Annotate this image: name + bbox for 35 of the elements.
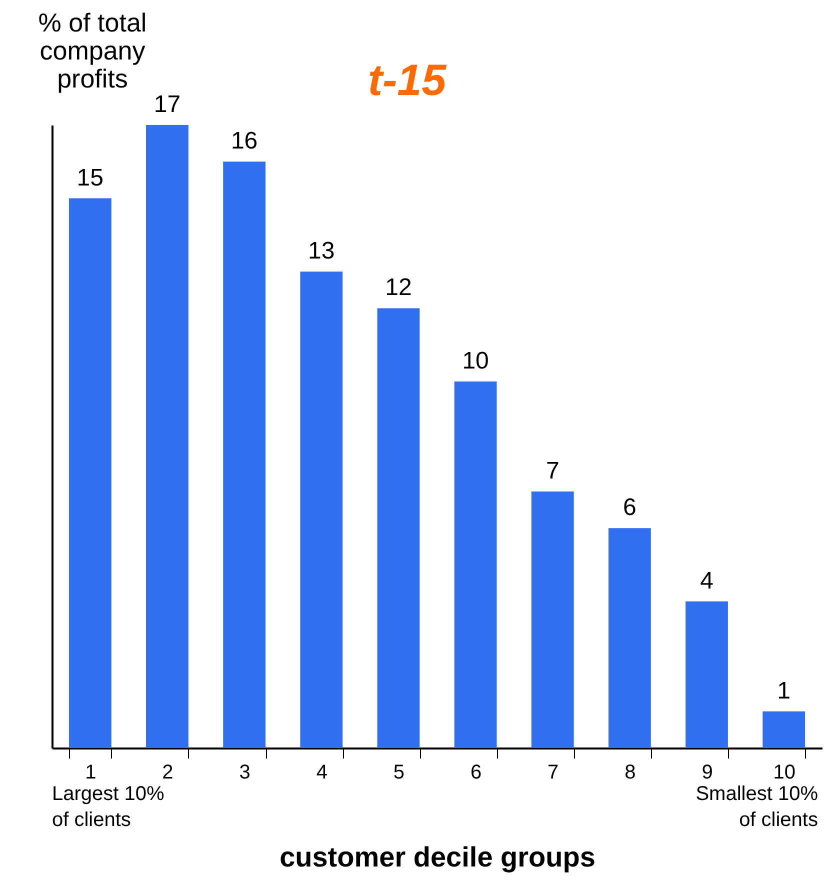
x-axis-title: customer decile groups xyxy=(280,842,596,872)
x-tick-label: 10 xyxy=(773,762,796,784)
x-tick-label: 6 xyxy=(470,762,482,784)
y-axis-title: % of total company profits xyxy=(38,8,147,94)
data-label: 16 xyxy=(230,128,258,155)
data-label: 15 xyxy=(76,164,104,192)
x-tick-label: 8 xyxy=(624,762,636,784)
text: Smallest 10% of clients xyxy=(696,783,818,831)
x-tick-label: 5 xyxy=(393,762,405,784)
data-label: 4 xyxy=(700,567,714,594)
bar xyxy=(762,711,806,748)
bar xyxy=(454,382,497,748)
data-label: 17 xyxy=(154,91,181,118)
data-label: 13 xyxy=(308,238,335,265)
x-tick-label: 4 xyxy=(316,762,328,784)
x-tick-label: 7 xyxy=(548,762,559,784)
bar xyxy=(223,162,266,748)
x-tick-label: 1 xyxy=(85,762,96,784)
bar xyxy=(608,528,651,748)
chart-title: t-15 xyxy=(368,56,447,105)
data-label: 7 xyxy=(546,457,560,484)
bar xyxy=(68,198,112,748)
x-tick-label: 9 xyxy=(702,762,713,784)
data-label: 6 xyxy=(623,494,636,522)
bar xyxy=(146,125,188,748)
data-label: 1 xyxy=(777,677,791,704)
data-label: 12 xyxy=(385,274,412,302)
bar xyxy=(531,491,574,748)
text: Largest 10% of clients xyxy=(52,783,165,831)
data-label: 10 xyxy=(462,348,489,375)
bar xyxy=(300,272,343,748)
x-tick-label: 3 xyxy=(239,762,250,784)
x-tick-label: 2 xyxy=(162,762,174,784)
bar xyxy=(686,601,728,748)
bar xyxy=(377,308,420,748)
